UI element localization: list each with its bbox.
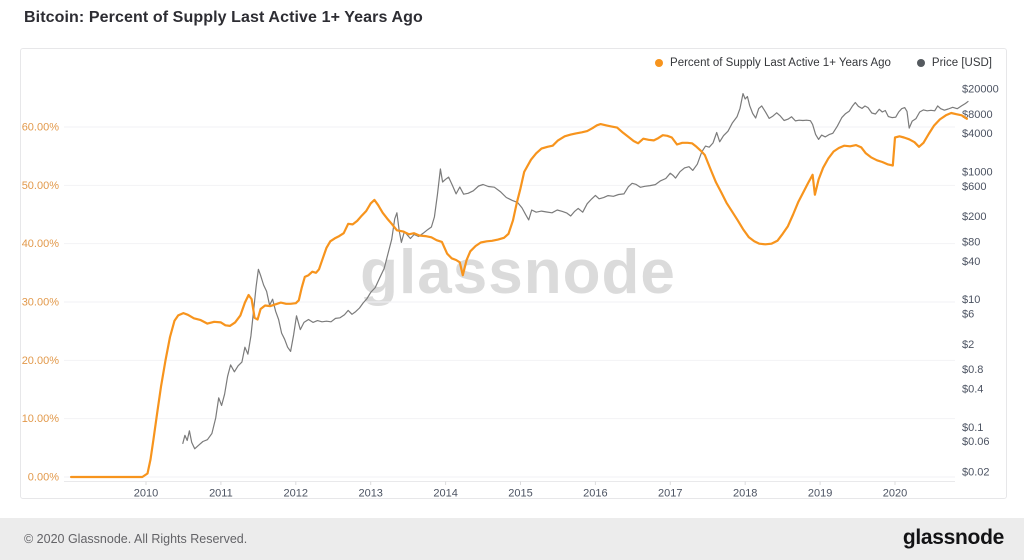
chart-card: Percent of Supply Last Active 1+ Years A… — [20, 48, 1007, 499]
legend-item-supply[interactable]: Percent of Supply Last Active 1+ Years A… — [655, 57, 891, 69]
left-axis-tick-label: 20.00% — [22, 355, 60, 367]
x-axis-tick-label: 2020 — [883, 488, 907, 500]
copyright-text: © 2020 Glassnode. All Rights Reserved. — [24, 532, 248, 546]
left-axis-tick-label: 0.00% — [28, 472, 59, 484]
left-axis-tick-label: 40.00% — [22, 238, 60, 250]
legend-dot-supply-icon — [655, 59, 664, 67]
right-axis-tick-label: $600 — [962, 181, 986, 193]
right-axis-tick-label: $40 — [962, 256, 980, 268]
chart-svg[interactable]: 0.00% 10.00% 20.00% 30.00% 40.00% 50.00% 60.00… — [20, 48, 1007, 499]
x-axis-tick-label: 2010 — [134, 488, 158, 500]
right-axis-tick-label: $200 — [962, 211, 986, 223]
x-axis-tick-label: 2017 — [658, 488, 682, 500]
legend-label-supply: Percent of Supply Last Active 1+ Years A… — [670, 57, 891, 69]
right-axis-tick-label: $80 — [962, 237, 980, 249]
chart-legend: Percent of Supply Last Active 1+ Years A… — [655, 57, 992, 69]
glassnode-logo: glassnode — [902, 526, 1004, 549]
right-axis-tick-label: $8000 — [962, 109, 993, 121]
right-axis-tick-label: $0.8 — [962, 364, 983, 376]
x-axis-tick-label: 2013 — [358, 488, 382, 500]
right-axis-tick-label: $1000 — [962, 167, 993, 179]
right-axis-tick-label: $20000 — [962, 84, 999, 96]
legend-label-price: Price [USD] — [931, 57, 992, 69]
x-axis-tick-label: 2018 — [733, 488, 757, 500]
x-axis-tick-label: 2011 — [209, 488, 233, 500]
x-axis-tick-label: 2012 — [284, 488, 308, 500]
right-axis-tick-label: $10 — [962, 294, 980, 306]
right-axis-tick-label: $0.4 — [962, 383, 983, 395]
legend-item-price[interactable]: Price [USD] — [916, 57, 992, 69]
right-axis-tick-label: $4000 — [962, 128, 993, 140]
footer: © 2020 Glassnode. All Rights Reserved. g… — [0, 518, 1024, 560]
right-axis-tick-label: $0.06 — [962, 436, 990, 448]
left-axis-tick-label: 60.00% — [22, 122, 60, 134]
price-line — [182, 92, 969, 450]
left-axis-tick-label: 10.00% — [22, 413, 60, 425]
x-axis-tick-label: 2016 — [583, 488, 607, 500]
page-title: Bitcoin: Percent of Supply Last Active 1… — [24, 9, 423, 26]
x-axis-tick-label: 2019 — [808, 488, 832, 500]
x-axis-tick-label: 2015 — [508, 488, 532, 500]
x-axis-tick-label: 2014 — [433, 488, 457, 500]
right-axis-tick-label: $2 — [962, 339, 974, 351]
right-axis-tick-label: $0.02 — [962, 466, 990, 478]
right-axis-tick-label: $0.1 — [962, 422, 983, 434]
legend-dot-price-icon — [916, 59, 925, 67]
right-axis-tick-label: $6 — [962, 308, 974, 320]
left-axis-tick-label: 50.00% — [22, 180, 60, 192]
left-axis-tick-label: 30.00% — [22, 297, 60, 309]
supply-active-line — [69, 111, 969, 479]
glassnode-watermark: glassnode — [360, 238, 676, 307]
